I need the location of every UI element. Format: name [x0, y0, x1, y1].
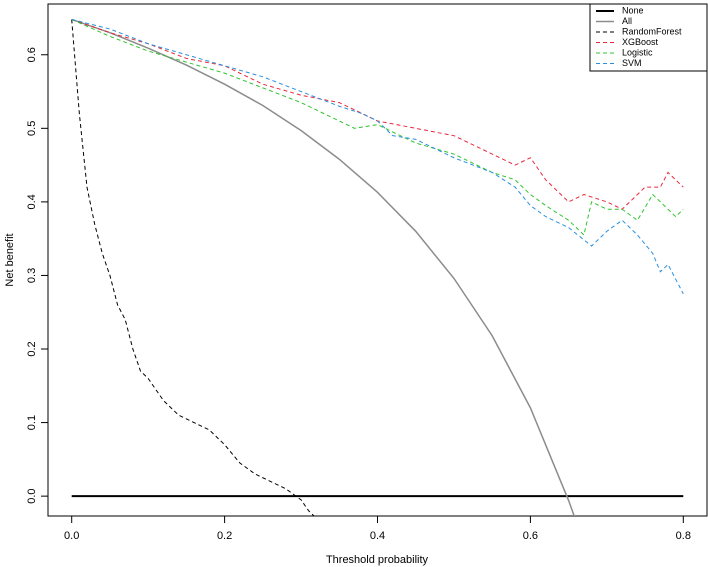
legend-label: All: [622, 16, 632, 26]
y-tick-label: 0.5: [26, 121, 38, 136]
x-tick-label: 0.2: [217, 530, 232, 542]
x-tick-label: 0.4: [370, 530, 385, 542]
series-line: [71, 18, 575, 516]
plot-frame: [47, 3, 708, 517]
y-tick-label: 0.2: [26, 341, 38, 356]
x-axis-label: Threshold probability: [326, 554, 429, 566]
series-line: [71, 18, 684, 295]
legend-label: Logistic: [622, 47, 653, 57]
y-tick-label: 0.1: [26, 415, 38, 430]
series-line: [71, 18, 684, 210]
y-axis-label: Net benefit: [4, 233, 16, 286]
legend-label: XGBoost: [622, 37, 659, 47]
x-tick-label: 0.0: [64, 530, 79, 542]
legend-label: SVM: [622, 58, 642, 68]
y-tick-label: 0.3: [26, 268, 38, 283]
series-line: [71, 18, 684, 236]
legend-label: RandomForest: [622, 26, 682, 36]
plot-area: [71, 18, 684, 516]
y-tick-label: 0.6: [26, 47, 38, 62]
x-tick-label: 0.8: [676, 530, 691, 542]
legend-box: [589, 3, 708, 72]
y-tick-label: 0.0: [26, 488, 38, 503]
y-tick-label: 0.4: [26, 194, 38, 209]
legend-label: None: [622, 5, 644, 15]
series-line: [71, 19, 315, 516]
x-tick-label: 0.6: [523, 530, 538, 542]
